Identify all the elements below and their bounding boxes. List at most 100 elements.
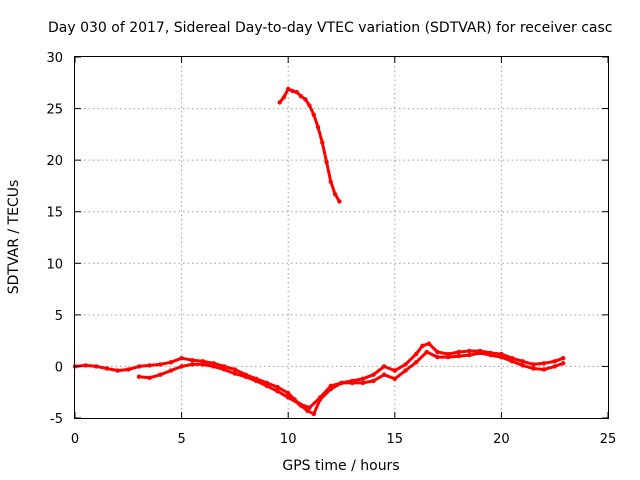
y-tick-label: 20 bbox=[46, 154, 63, 169]
data-point-main bbox=[232, 367, 238, 372]
data-point-upper-arc bbox=[311, 112, 316, 118]
data-point-main bbox=[286, 391, 291, 396]
data-point-lower-band bbox=[328, 383, 333, 389]
data-point-lower-band bbox=[158, 372, 163, 377]
data-point-lower-band bbox=[264, 383, 270, 389]
data-point-lower-band bbox=[445, 354, 451, 360]
data-point-main bbox=[168, 360, 174, 365]
data-point-lower-band bbox=[561, 361, 566, 366]
data-point-lower-band bbox=[222, 367, 227, 372]
data-point-lower-band bbox=[360, 380, 365, 386]
data-point-upper-arc bbox=[337, 199, 342, 204]
grid-lines bbox=[75, 57, 608, 418]
data-point-main bbox=[104, 366, 110, 371]
data-point-lower-band bbox=[467, 352, 472, 358]
y-axis-label: SDTVAR / TECUs bbox=[6, 180, 22, 295]
data-point-upper-arc bbox=[298, 94, 304, 99]
plot-frame bbox=[74, 56, 609, 419]
data-point-upper-arc bbox=[281, 95, 287, 100]
x-tick-label: 5 bbox=[177, 432, 185, 447]
data-point-lower-band bbox=[520, 363, 525, 368]
data-point-lower-band bbox=[350, 380, 355, 386]
x-axis-label: GPS time / hours bbox=[282, 458, 399, 474]
data-point-upper-arc bbox=[290, 88, 295, 94]
data-point-lower-band bbox=[488, 352, 493, 358]
data-point-lower-band bbox=[179, 364, 184, 369]
data-point-main bbox=[561, 356, 566, 361]
data-point-main bbox=[94, 364, 99, 369]
y-tick-label: 10 bbox=[46, 257, 63, 272]
axis-ticks bbox=[74, 56, 609, 419]
data-point-lower-band bbox=[381, 372, 387, 377]
data-point-main bbox=[420, 343, 425, 348]
data-point-upper-arc bbox=[307, 103, 312, 108]
data-point-upper-arc bbox=[303, 97, 308, 102]
data-point-main bbox=[413, 351, 419, 357]
data-point-main bbox=[275, 384, 280, 390]
data-point-main bbox=[456, 349, 461, 355]
data-point-main bbox=[126, 367, 131, 372]
data-point-main bbox=[467, 348, 472, 354]
data-point-main bbox=[311, 411, 316, 417]
data-point-lower-band bbox=[296, 401, 302, 406]
y-tick-label: 0 bbox=[55, 360, 63, 375]
data-point-main bbox=[371, 372, 376, 377]
data-point-main bbox=[158, 362, 163, 367]
data-point-lower-band bbox=[477, 350, 483, 356]
data-point-lower-band bbox=[403, 368, 408, 373]
data-point-main bbox=[136, 364, 142, 369]
data-point-lower-band bbox=[307, 405, 312, 410]
data-point-upper-arc bbox=[320, 140, 325, 145]
data-point-main bbox=[190, 358, 195, 363]
y-tick-label: -5 bbox=[50, 412, 63, 427]
data-point-lower-band bbox=[254, 378, 259, 384]
data-point-lower-band bbox=[147, 375, 152, 380]
data-point-main bbox=[179, 356, 184, 361]
data-series bbox=[72, 86, 566, 417]
data-point-main bbox=[552, 359, 557, 364]
data-point-main bbox=[531, 362, 536, 367]
data-point-main bbox=[426, 341, 432, 346]
data-point-upper-arc bbox=[328, 179, 333, 184]
data-point-main bbox=[305, 408, 310, 413]
y-tick-label: 5 bbox=[55, 309, 63, 324]
data-point-lower-band bbox=[136, 374, 142, 379]
data-point-main bbox=[541, 361, 547, 366]
data-point-lower-band bbox=[168, 368, 174, 373]
data-point-lower-band bbox=[413, 360, 419, 365]
data-point-main bbox=[115, 368, 120, 373]
data-point-lower-band bbox=[286, 395, 291, 400]
data-point-lower-band bbox=[243, 374, 248, 379]
data-point-main bbox=[222, 364, 227, 369]
x-tick-label: 15 bbox=[387, 432, 404, 447]
data-point-main bbox=[403, 362, 408, 367]
data-point-lower-band bbox=[509, 359, 515, 364]
data-point-lower-band bbox=[232, 371, 238, 376]
data-point-main bbox=[381, 364, 387, 369]
data-point-lower-band bbox=[275, 389, 280, 394]
data-point-main bbox=[435, 349, 440, 355]
x-tick-label: 0 bbox=[71, 432, 79, 447]
data-point-lower-band bbox=[318, 395, 323, 400]
data-point-main bbox=[360, 376, 365, 381]
data-point-main bbox=[147, 363, 152, 368]
data-point-lower-band bbox=[435, 354, 440, 360]
data-point-main bbox=[200, 359, 206, 364]
data-point-upper-arc bbox=[277, 100, 282, 105]
data-point-lower-band bbox=[211, 364, 216, 369]
x-tick-label: 20 bbox=[493, 432, 510, 447]
data-point-lower-band bbox=[190, 362, 195, 367]
data-point-main bbox=[520, 359, 525, 364]
data-point-upper-arc bbox=[324, 160, 329, 165]
data-point-lower-band bbox=[531, 366, 536, 371]
chart-title: Day 030 of 2017, Sidereal Day-to-day VTE… bbox=[48, 20, 612, 36]
tick-labels: 0 5 10 15 20 25 -5 0 5 10 15 20 25 30 bbox=[46, 51, 616, 447]
data-point-lower-band bbox=[552, 364, 557, 369]
y-tick-label: 25 bbox=[46, 103, 63, 118]
data-point-upper-arc bbox=[332, 192, 338, 197]
data-point-lower-band bbox=[456, 353, 461, 359]
y-tick-label: 15 bbox=[46, 206, 63, 221]
data-point-lower-band bbox=[339, 380, 344, 386]
